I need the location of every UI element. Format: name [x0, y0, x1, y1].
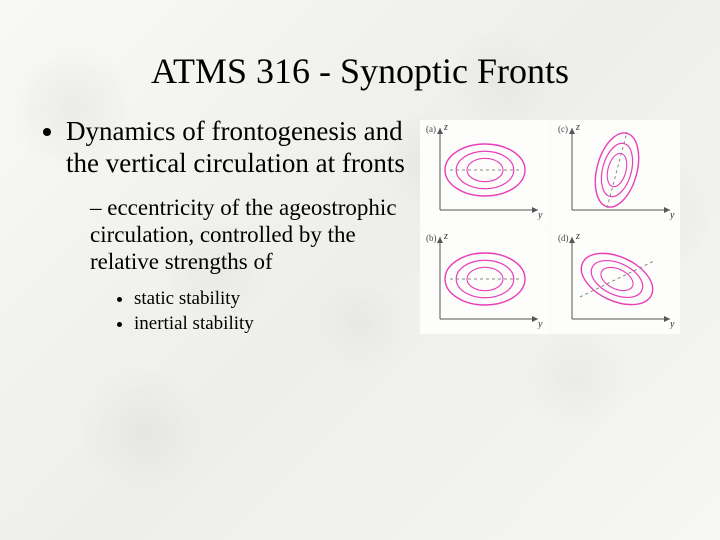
ellipse-diagram-icon: (a) z y — [420, 120, 548, 220]
bullet-l1: Dynamics of frontogenesis and the vertic… — [66, 116, 410, 336]
bullet-l3a: static stability — [134, 287, 410, 312]
diagram-grid: (a) z y (c) z y (b) z y — [420, 120, 680, 334]
svg-text:y: y — [669, 319, 675, 329]
bullet-list-level2: eccentricity of the ageostrophic circula… — [66, 194, 410, 337]
ellipse-diagram-icon: (d) z y — [552, 229, 680, 329]
text-column: Dynamics of frontogenesis and the vertic… — [40, 116, 410, 336]
svg-text:(c): (c) — [558, 124, 568, 134]
svg-text:(b): (b) — [426, 233, 437, 243]
svg-text:z: z — [575, 122, 580, 133]
diagram-panel: (b) z y — [420, 229, 548, 334]
svg-text:(d): (d) — [558, 233, 569, 243]
diagram-column: (a) z y (c) z y (b) z y — [420, 116, 680, 334]
svg-text:y: y — [537, 319, 543, 329]
bullet-l1-text: Dynamics of frontogenesis and the vertic… — [66, 116, 405, 178]
svg-text:y: y — [537, 210, 543, 220]
svg-text:z: z — [443, 231, 448, 242]
content-row: Dynamics of frontogenesis and the vertic… — [40, 116, 680, 336]
diagram-panel: (a) z y — [420, 120, 548, 225]
bullet-l2: eccentricity of the ageostrophic circula… — [90, 194, 410, 337]
bullet-list-level1: Dynamics of frontogenesis and the vertic… — [40, 116, 410, 336]
diagram-panel: (c) z y — [552, 120, 680, 225]
slide: ATMS 316 - Synoptic Fronts Dynamics of f… — [0, 0, 720, 540]
ellipse-diagram-icon: (b) z y — [420, 229, 548, 329]
svg-text:(a): (a) — [426, 124, 436, 134]
svg-text:z: z — [575, 231, 580, 242]
slide-title: ATMS 316 - Synoptic Fronts — [40, 50, 680, 92]
svg-text:y: y — [669, 210, 675, 220]
diagram-panel: (d) z y — [552, 229, 680, 334]
bullet-l2-text: eccentricity of the ageostrophic circula… — [90, 195, 397, 274]
bullet-l3b: inertial stability — [134, 312, 410, 337]
ellipse-diagram-icon: (c) z y — [552, 120, 680, 220]
bullet-list-level3: static stability inertial stability — [90, 287, 410, 336]
svg-text:z: z — [443, 122, 448, 133]
